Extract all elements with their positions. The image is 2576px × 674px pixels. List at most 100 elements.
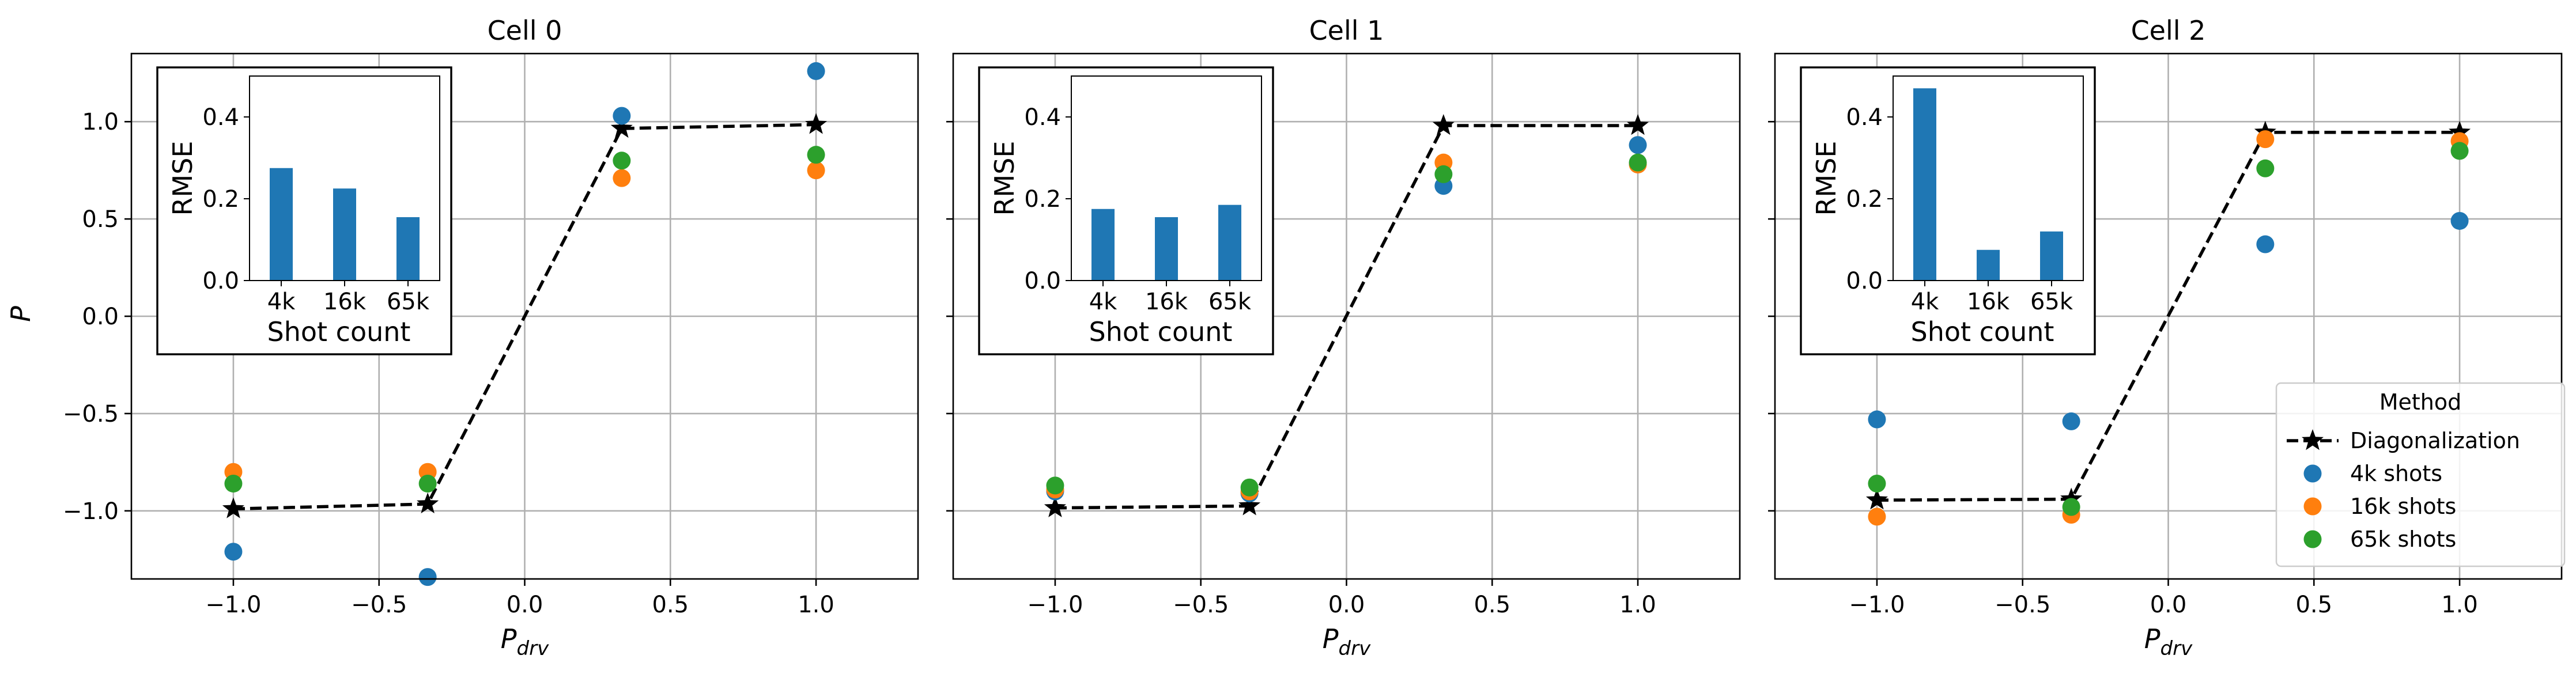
x-tick-label: 0.0 <box>507 592 543 618</box>
4k-shots-point <box>418 568 437 586</box>
65k-shots-point <box>2256 159 2275 177</box>
x-tick-label: −0.5 <box>1173 592 1229 618</box>
x-tick-label: 0.5 <box>2295 592 2332 618</box>
65k-shots-point <box>2450 142 2469 160</box>
panel-cell-1: Cell 1 −1.0 −0.5 0.0 0.5 1.0 Pdrv 0.0 0.2 0.4 4k 16… <box>946 15 1741 660</box>
inset-x-tick-label: 65k <box>387 289 430 315</box>
panel-cell-2: Cell 2 −1.0 −0.5 0.0 0.5 1.0 Pdrv 0.0 0.2 0.4 4k 16… <box>1768 15 2566 660</box>
inset-x-tick-label: 16k <box>323 289 367 315</box>
diagonalization-point <box>1865 489 1888 510</box>
diagonalization-point <box>222 497 244 518</box>
inset-bar <box>1913 88 1936 281</box>
x-tick-label: −0.5 <box>351 592 407 618</box>
inset-x-axis-label: Shot count <box>1089 316 1233 347</box>
16k-shots-point <box>613 169 631 187</box>
65k-shots-point <box>807 146 825 164</box>
inset-y-axis-label: RMSE <box>989 141 1020 216</box>
inset-y-tick-label: 0.4 <box>1846 104 1883 131</box>
legend-marker-dot <box>2303 497 2322 516</box>
x-tick-label: −0.5 <box>1995 592 2050 618</box>
4k-shots-point <box>1629 136 1647 154</box>
x-tick-label: 0.0 <box>2150 592 2187 618</box>
inset-y-tick-label: 0.2 <box>1024 186 1061 213</box>
x-axis-label: Pdrv <box>501 623 549 660</box>
65k-shots-point <box>1046 476 1064 495</box>
65k-shots-point <box>1629 153 1647 172</box>
4k-shots-point <box>2062 412 2080 430</box>
inset-y-tick-label: 0.0 <box>202 268 239 294</box>
legend-entry-label: 4k shots <box>2350 461 2442 486</box>
inset-y-axis-label: RMSE <box>1811 141 1842 216</box>
x-axis-label-subscript: drv <box>2160 637 2193 660</box>
inset-bar <box>2040 231 2063 281</box>
legend-marker-dot <box>2303 530 2322 548</box>
inset-x-tick-label: 4k <box>1911 289 1939 315</box>
y-tick-label: 1.0 <box>82 109 119 135</box>
x-tick-label: 1.0 <box>2441 592 2478 618</box>
65k-shots-point <box>1240 478 1259 497</box>
inset-y-tick-label: 0.4 <box>1024 104 1061 131</box>
y-axis-label: P <box>5 306 36 322</box>
inset-y-tick-label: 0.0 <box>1024 268 1061 294</box>
x-tick-label: −1.0 <box>1027 592 1083 618</box>
65k-shots-point <box>1434 165 1453 183</box>
inset-x-axis-label: Shot count <box>1911 316 2054 347</box>
inset-box <box>156 66 452 355</box>
diagonalization-point <box>805 113 828 134</box>
x-tick-label: 0.5 <box>1474 592 1510 618</box>
inset-bar <box>1218 205 1241 281</box>
legend-entry-label: 65k shots <box>2350 527 2456 552</box>
inset-x-tick-label: 16k <box>1145 289 1188 315</box>
diagonalization-point <box>2449 120 2471 142</box>
x-tick-label: 1.0 <box>1619 592 1656 618</box>
inset-bar <box>1155 217 1178 281</box>
diagonalization-point <box>1238 494 1261 516</box>
legend-marker-dot <box>2303 464 2322 483</box>
axes-frame <box>1774 52 2563 580</box>
65k-shots-point <box>1868 474 1886 493</box>
4k-shots-point <box>1868 410 1886 429</box>
4k-shots-point <box>2256 235 2275 253</box>
x-tick-label: −1.0 <box>1849 592 1905 618</box>
x-axis-label-main: P <box>1323 623 1339 654</box>
panel-title: Cell 1 <box>1309 15 1384 46</box>
diagonalization-point <box>1432 114 1455 135</box>
x-axis-label-subscript: drv <box>517 637 550 660</box>
inset-x-tick-label: 4k <box>1089 289 1117 315</box>
inset-x-tick-label: 65k <box>2030 289 2073 315</box>
axes-frame <box>952 52 1741 580</box>
axes-frame <box>130 52 919 580</box>
4k-shots-point <box>224 543 243 561</box>
16k-shots-point <box>807 161 825 180</box>
inset-y-axis-label: RMSE <box>167 141 198 216</box>
4k-shots-point <box>807 62 825 80</box>
inset-bar <box>396 217 420 281</box>
diagonalization-line <box>233 123 817 511</box>
inset-bar <box>270 168 293 281</box>
x-tick-label: −1.0 <box>205 592 261 618</box>
16k-shots-point <box>2256 130 2275 149</box>
65k-shots-point <box>2062 498 2080 516</box>
diagonalization-point <box>610 117 633 138</box>
65k-shots-point <box>224 474 243 493</box>
16k-shots-point <box>1868 508 1886 526</box>
inset-x-axis-label: Shot count <box>267 316 411 347</box>
inset-x-tick-label: 16k <box>1967 289 2010 315</box>
inset-x-tick-label: 65k <box>1208 289 1252 315</box>
65k-shots-point <box>418 474 437 493</box>
inset-box <box>1800 66 2096 355</box>
4k-shots-point <box>613 107 631 125</box>
x-axis-label: Pdrv <box>2144 623 2193 660</box>
legend-marker-star <box>2302 429 2324 450</box>
inset-bar <box>1977 249 2000 281</box>
x-axis-label-main: P <box>501 623 517 654</box>
x-axis-label-subscript: drv <box>1339 637 1372 660</box>
inset-y-tick-label: 0.2 <box>1846 186 1883 213</box>
legend-entry-label: 16k shots <box>2350 494 2456 519</box>
inset-y-tick-label: 0.0 <box>1846 268 1883 294</box>
x-tick-label: 1.0 <box>798 592 834 618</box>
panel-title: Cell 0 <box>488 15 562 46</box>
diagonalization-line <box>1876 131 2460 502</box>
diagonalization-point <box>1627 114 1649 135</box>
